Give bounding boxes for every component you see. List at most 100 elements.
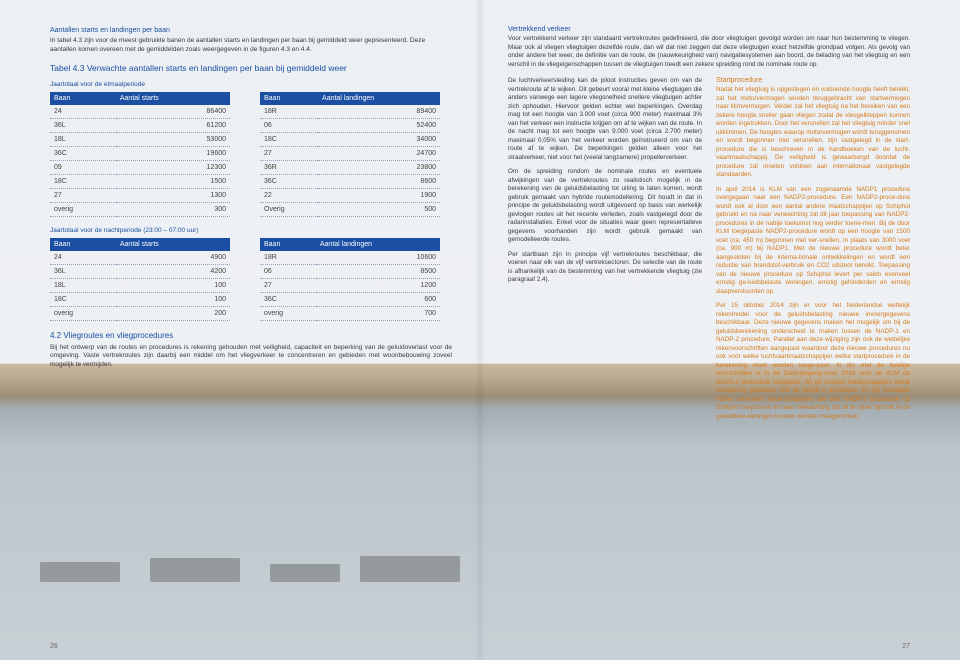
table-cell: 18R: [260, 105, 318, 119]
table-cell: Overig: [260, 202, 318, 216]
table-cell: 600: [316, 292, 440, 306]
table-cell: 36C: [260, 174, 318, 188]
table-row: 36L61200: [50, 118, 230, 132]
right-heading: Vertrekkend verkeer: [508, 26, 910, 33]
table-row: overig300: [50, 202, 230, 216]
table-cell: 36L: [50, 264, 116, 278]
table-cell: 24700: [318, 146, 440, 160]
right-columns: De luchtverkeersleiding kan de piloot in…: [508, 77, 910, 421]
table-row: 068500: [260, 264, 440, 278]
table-row: 18L53000: [50, 132, 230, 146]
table-cell: 36R: [260, 160, 318, 174]
table-cell: 100: [116, 278, 230, 292]
section-heading-4-2: 4.2 Vliegroutes en vliegprocedures: [50, 331, 452, 340]
table-cell: 19600: [116, 146, 230, 160]
startprocedure-heading: Startprocedure: [716, 77, 910, 84]
table-row: 36C8600: [260, 174, 440, 188]
table-row: 18R89400: [260, 105, 440, 119]
table-row: 0652400: [260, 118, 440, 132]
table-nacht-starts: Baan Aantal starts 24490036L420018L10018…: [50, 238, 230, 321]
table-cell: 36C: [260, 292, 316, 306]
table-cell: 27: [50, 188, 116, 202]
table-cell: 61200: [116, 118, 230, 132]
tables-nacht: Baan Aantal starts 24490036L420018L10018…: [50, 238, 452, 321]
section-paragraph-4-2: Bij het ontwerp van de routes en procedu…: [50, 344, 452, 370]
left-page: Aantallen starts en landingen per baan I…: [0, 0, 480, 660]
table-cell: overig: [260, 306, 316, 320]
table-cell: 1500: [116, 174, 230, 188]
rc-right-p2: In april 2014 is KLM van een zogenaamde …: [716, 186, 910, 297]
table-cell: 1300: [116, 188, 230, 202]
table-subcaption-etmaal: Jaartotaal voor de etmaalperiode: [50, 81, 452, 88]
col-baan: Baan: [50, 92, 116, 105]
table-row: 271200: [260, 278, 440, 292]
table-row: 36L4200: [50, 264, 230, 278]
table-row: 271300: [50, 188, 230, 202]
table-cell: 18L: [50, 132, 116, 146]
col-baan: Baan: [260, 238, 316, 251]
table-cell: 86400: [116, 105, 230, 119]
table-cell: 200: [116, 306, 230, 320]
table-cell: 34000: [318, 132, 440, 146]
table-cell: 24: [50, 251, 116, 265]
table-row: 2486400: [50, 105, 230, 119]
page-gutter: [479, 0, 481, 660]
table-cell: 500: [318, 202, 440, 216]
table-subcaption-nacht: Jaartotaal voor de nachtperiode (23:00 –…: [50, 227, 452, 234]
right-col-right: Startprocedure Nadat het vliegtuig is op…: [716, 77, 910, 421]
table-cell: 18R: [260, 251, 316, 265]
table-cell: 89400: [318, 105, 440, 119]
table-cell: 52400: [318, 118, 440, 132]
rc-left-p3: Per startbaan zijn in principe vijf vert…: [508, 251, 702, 285]
table-cell: 22: [260, 188, 318, 202]
right-col-left: De luchtverkeersleiding kan de piloot in…: [508, 77, 702, 421]
table-cell: overig: [50, 202, 116, 216]
table-cell: 23800: [318, 160, 440, 174]
page-number-left: 26: [50, 643, 58, 650]
table-cell: 36L: [50, 118, 116, 132]
table-cell: 700: [316, 306, 440, 320]
table-row: overig200: [50, 306, 230, 320]
table-cell: 36C: [50, 146, 116, 160]
table-cell: 8500: [316, 264, 440, 278]
col-baan: Baan: [50, 238, 116, 251]
table-cell: 06: [260, 264, 316, 278]
table-row: 36R23800: [260, 160, 440, 174]
table-cell: 27: [260, 278, 316, 292]
col-starts: Aantal starts: [116, 238, 230, 251]
col-baan: Baan: [260, 92, 318, 105]
table-cell: 12300: [116, 160, 230, 174]
tables-etmaal: Baan Aantal starts 248640036L6120018L530…: [50, 92, 452, 217]
table-nacht-landingen: Baan Aantal landingen 18R106000685002712…: [260, 238, 440, 321]
table-cell: 100: [116, 292, 230, 306]
table-row: 244900: [50, 251, 230, 265]
rc-right-p1: Nadat het vliegtuig is opgestegen en vol…: [716, 86, 910, 180]
page-number-right: 27: [902, 643, 910, 650]
lead-paragraph: In tabel 4.3 zijn voor de meest gebruikt…: [50, 37, 452, 55]
table-row: 18C34000: [260, 132, 440, 146]
table-row: 221900: [260, 188, 440, 202]
table-cell: 8600: [318, 174, 440, 188]
table-etmaal-starts: Baan Aantal starts 248640036L6120018L530…: [50, 92, 230, 217]
table-etmaal-landingen: Baan Aantal landingen 18R89400065240018C…: [260, 92, 440, 217]
table-cell: 18C: [50, 174, 116, 188]
table-cell: 24: [50, 105, 116, 119]
lead-heading: Aantallen starts en landingen per baan: [50, 26, 452, 35]
background-photo-left: [0, 460, 480, 630]
table-cell: 10600: [316, 251, 440, 265]
table-cell: 1200: [316, 278, 440, 292]
table-row: overig700: [260, 306, 440, 320]
right-page: Vertrekkend verkeer Voor vertrekkend ver…: [480, 0, 960, 660]
table-cell: 4200: [116, 264, 230, 278]
rc-left-p2: Om de spreiding rondom de nominale route…: [508, 168, 702, 245]
page-spread: Aantallen starts en landingen per baan I…: [0, 0, 960, 660]
table-cell: 18C: [50, 292, 116, 306]
rc-left-p1: De luchtverkeersleiding kan de piloot in…: [508, 77, 702, 162]
table-cell: 300: [116, 202, 230, 216]
table-row: 36C19600: [50, 146, 230, 160]
rc-right-p3: Per 15 oktober 2014 zijn er voor het Ned…: [716, 302, 910, 421]
table-row: 0912300: [50, 160, 230, 174]
table-cell: 1900: [318, 188, 440, 202]
table-cell: 18L: [50, 278, 116, 292]
table-row: 18C1500: [50, 174, 230, 188]
